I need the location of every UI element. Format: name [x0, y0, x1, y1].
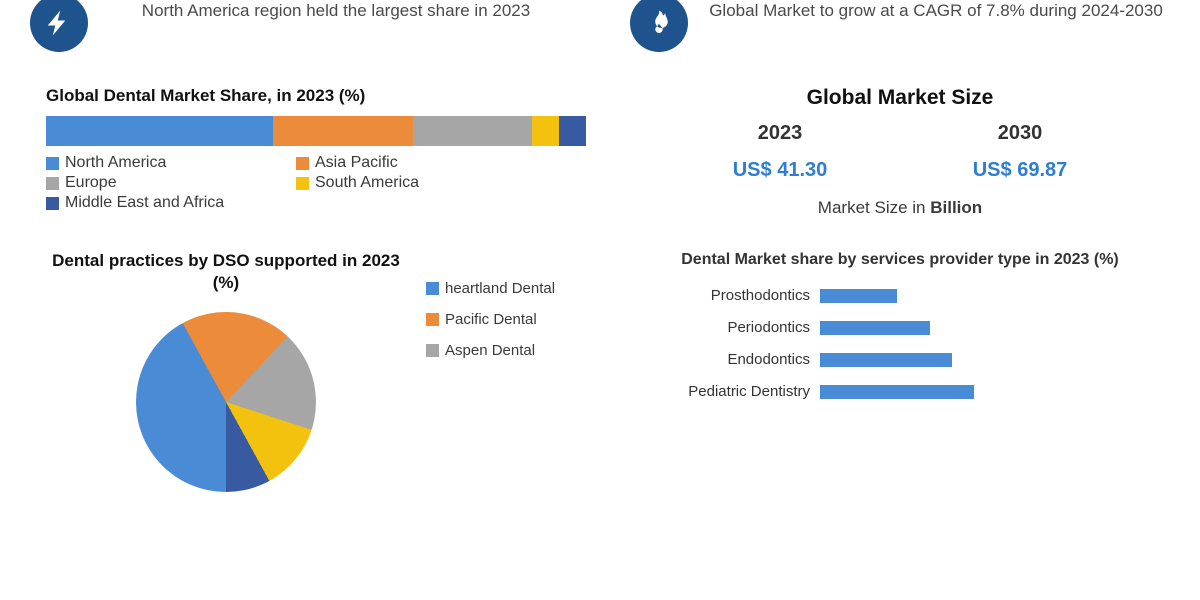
legend-swatch — [296, 157, 309, 170]
hbar-track — [820, 289, 1150, 303]
stacked-segment — [273, 116, 413, 146]
market-size-panel: Global Market Size 2023 2030 US$ 41.30 U… — [630, 86, 1200, 218]
legend-label: North America — [65, 154, 166, 172]
legend-item: Europe — [46, 174, 296, 192]
legend-label: Pacific Dental — [445, 311, 537, 328]
highlight-cagr: Global Market to grow at a CAGR of 7.8% … — [600, 0, 1200, 60]
legend-swatch — [46, 197, 59, 210]
stacked-segment — [46, 116, 273, 146]
legend-swatch — [46, 177, 59, 190]
legend-swatch — [426, 344, 439, 357]
hbar-track — [820, 353, 1150, 367]
ms-note-bold: Billion — [930, 198, 982, 217]
stacked-bar-legend: North America Asia Pacific Europe South Ame… — [46, 154, 566, 214]
hbar-label: Endodontics — [650, 351, 820, 368]
legend-swatch — [426, 313, 439, 326]
hbar-title: Dental Market share by services provider… — [650, 250, 1150, 271]
legend-item: Pacific Dental — [426, 311, 555, 328]
hbar-row: Periodontics — [650, 317, 1150, 339]
hbar-track — [820, 385, 1150, 399]
ms-val-1: US$ 69.87 — [973, 159, 1068, 182]
hbar-label: Periodontics — [650, 319, 820, 336]
pie-legend: heartland Dental Pacific Dental Aspen Dent… — [426, 280, 555, 373]
legend-label: heartland Dental — [445, 280, 555, 297]
pie-title: Dental practices by DSO supported in 202… — [46, 250, 406, 294]
stacked-bar-chart — [46, 116, 586, 146]
highlight-region-text: North America region held the largest sh… — [102, 0, 570, 23]
legend-swatch — [46, 157, 59, 170]
legend-label: Aspen Dental — [445, 342, 535, 359]
hbar-bar — [820, 289, 897, 303]
hbar-row: Prosthodontics — [650, 285, 1150, 307]
legend-item: Middle East and Africa — [46, 194, 296, 212]
hbar-track — [820, 321, 1150, 335]
hbar-bar — [820, 321, 930, 335]
stacked-bar-title: Global Dental Market Share, in 2023 (%) — [46, 86, 606, 106]
hbar-label: Prosthodontics — [650, 287, 820, 304]
legend-item: North America — [46, 154, 296, 172]
market-size-years: 2023 2030 — [660, 122, 1140, 145]
ms-val-0: US$ 41.30 — [733, 159, 828, 182]
market-size-values: US$ 41.30 US$ 69.87 — [660, 159, 1140, 182]
flame-icon — [630, 0, 688, 52]
hbar-bar — [820, 385, 974, 399]
legend-item: South America — [296, 174, 546, 192]
legend-label: Asia Pacific — [315, 154, 398, 172]
highlight-region: North America region held the largest sh… — [0, 0, 600, 60]
legend-item: Aspen Dental — [426, 342, 555, 359]
legend-label: South America — [315, 174, 419, 192]
ms-year-1: 2030 — [998, 122, 1043, 145]
ms-year-0: 2023 — [758, 122, 803, 145]
market-size-note: Market Size in Billion — [660, 198, 1140, 218]
legend-label: Europe — [65, 174, 117, 192]
hbar-row: Pediatric Dentistry — [650, 381, 1150, 403]
hbar-row: Endodontics — [650, 349, 1150, 371]
hbar-bar — [820, 353, 952, 367]
bolt-icon — [30, 0, 88, 52]
hbar-chart: Prosthodontics Periodontics Endodontics Ped… — [650, 285, 1150, 403]
ms-note-prefix: Market Size in — [818, 198, 930, 217]
top-highlights: North America region held the largest sh… — [0, 0, 1200, 60]
stacked-segment — [413, 116, 532, 146]
market-size-title: Global Market Size — [660, 86, 1140, 110]
legend-item: heartland Dental — [426, 280, 555, 297]
legend-item: Asia Pacific — [296, 154, 546, 172]
legend-swatch — [296, 177, 309, 190]
pie-chart — [136, 312, 316, 492]
hbar-label: Pediatric Dentistry — [650, 383, 820, 400]
stacked-segment — [559, 116, 586, 146]
highlight-cagr-text: Global Market to grow at a CAGR of 7.8% … — [702, 0, 1170, 23]
legend-label: Middle East and Africa — [65, 194, 224, 212]
stacked-segment — [532, 116, 559, 146]
legend-swatch — [426, 282, 439, 295]
